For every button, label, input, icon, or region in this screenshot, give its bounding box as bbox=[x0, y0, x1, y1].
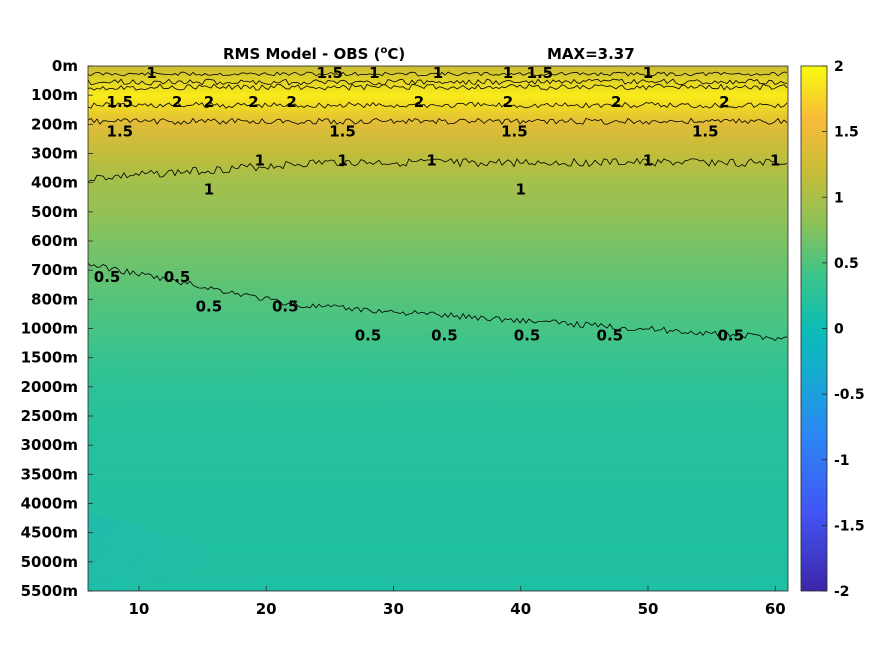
chart-title: RMS Model - OBS (oC) MAX=3.37 bbox=[223, 45, 635, 63]
contour-line-2-lower bbox=[87, 101, 788, 109]
y-tick-label: 3000m bbox=[21, 436, 78, 454]
colorbar-tick-label: 0.5 bbox=[834, 256, 859, 272]
contour-label: 0.5 bbox=[431, 327, 458, 345]
title-text: RMS Model - OBS ( bbox=[223, 45, 381, 63]
x-axis: 10 20 30 40 50 60 bbox=[128, 586, 786, 618]
contour-lines bbox=[87, 71, 788, 342]
y-tick-label: 800m bbox=[31, 290, 78, 308]
contour-label: 1.5 bbox=[692, 122, 719, 140]
deep-shade-region bbox=[88, 512, 360, 591]
contour-line-1p5-lower bbox=[87, 117, 788, 125]
y-tick-label: 5500m bbox=[21, 582, 78, 600]
contour-label: 0.5 bbox=[196, 297, 223, 315]
colorbar-tick-label: 1.5 bbox=[834, 125, 859, 141]
y-tick-label: 200m bbox=[31, 115, 78, 133]
heatmap-field bbox=[88, 66, 788, 591]
y-tick-label: 1000m bbox=[21, 320, 78, 338]
y-tick-label: 0m bbox=[52, 57, 78, 75]
y-tick-label: 500m bbox=[31, 203, 78, 221]
svg-text:RMS Model - OBS (oC): RMS Model - OBS (oC) bbox=[223, 45, 405, 63]
x-tick-label: 20 bbox=[256, 600, 277, 618]
contour-label: 0.5 bbox=[272, 297, 299, 315]
contour-label: 2 bbox=[248, 93, 258, 111]
colorbar-tick-label: 2 bbox=[834, 59, 844, 75]
colorbar-tick-label: -1.5 bbox=[834, 518, 865, 534]
y-tick-label: 400m bbox=[31, 174, 78, 192]
contour-label: 0.5 bbox=[355, 327, 382, 345]
contour-label: 2 bbox=[503, 93, 513, 111]
contour-label: 1 bbox=[146, 64, 156, 82]
colorbar-tick-label: 0 bbox=[834, 322, 844, 338]
colorbar-tick-label: -2 bbox=[834, 584, 850, 600]
contour-line-0p5 bbox=[87, 263, 788, 342]
contour-label: 1 bbox=[516, 181, 526, 199]
contour-label: 0.5 bbox=[164, 268, 191, 286]
colorbar-tick-label: 1 bbox=[834, 190, 844, 206]
contour-label: 1.5 bbox=[107, 93, 134, 111]
y-tick-label: 300m bbox=[31, 145, 78, 163]
contour-label: 1 bbox=[433, 64, 443, 82]
max-value-label: MAX=3.37 bbox=[547, 45, 635, 63]
x-tick-label: 50 bbox=[638, 600, 659, 618]
y-tick-label: 3500m bbox=[21, 465, 78, 483]
contour-label: 1 bbox=[643, 152, 653, 170]
contour-line-1p5-upper bbox=[87, 78, 788, 86]
contour-label: 2 bbox=[172, 93, 182, 111]
contour-label: 0.5 bbox=[514, 327, 541, 345]
contour-label: 0.5 bbox=[94, 268, 121, 286]
colorbar-tick-label: -1 bbox=[834, 453, 850, 469]
colorbar: 2 1.5 1 0.5 0 -0.5 -1 -1.5 -2 bbox=[800, 59, 865, 600]
contour-label: 1.5 bbox=[501, 122, 528, 140]
y-tick-label: 1500m bbox=[21, 349, 78, 367]
contour-label: 2 bbox=[286, 93, 296, 111]
x-tick-label: 10 bbox=[128, 600, 149, 618]
contour-line-2-upper bbox=[87, 83, 788, 91]
x-tick-label: 60 bbox=[765, 600, 786, 618]
contour-label: 1.5 bbox=[329, 122, 356, 140]
title-degree-sup: o bbox=[381, 45, 388, 56]
contour-label: 1 bbox=[770, 152, 780, 170]
contour-label: 1 bbox=[204, 181, 214, 199]
contour-line-1-top bbox=[87, 71, 788, 77]
y-tick-label: 2500m bbox=[21, 407, 78, 425]
contour-label: 1.5 bbox=[317, 64, 344, 82]
contour-line-1 bbox=[87, 157, 788, 183]
y-tick-label: 5000m bbox=[21, 553, 78, 571]
contour-label: 1 bbox=[369, 64, 379, 82]
contour-label: 1 bbox=[337, 152, 347, 170]
contour-label: 0.5 bbox=[597, 327, 624, 345]
y-axis: 0m 100m 200m 300m 400m 500m 600m 700m 800m 1000m 1… bbox=[21, 57, 93, 600]
y-tick-label: 600m bbox=[31, 232, 78, 250]
contour-label: 2 bbox=[204, 93, 214, 111]
x-tick-label: 40 bbox=[510, 600, 531, 618]
title-unit: C) bbox=[387, 45, 405, 63]
contour-label: 1 bbox=[426, 152, 436, 170]
y-tick-label: 4500m bbox=[21, 524, 78, 542]
contour-label: 1 bbox=[503, 64, 513, 82]
y-tick-label: 2000m bbox=[21, 378, 78, 396]
y-tick-label: 700m bbox=[31, 261, 78, 279]
y-tick-label: 100m bbox=[31, 86, 78, 104]
contour-label: 1.5 bbox=[527, 64, 554, 82]
colorbar-tick-label: -0.5 bbox=[834, 387, 865, 403]
contour-label: 1 bbox=[643, 64, 653, 82]
contour-label: 0.5 bbox=[717, 327, 744, 345]
contour-label: 2 bbox=[719, 93, 729, 111]
y-tick-label: 4000m bbox=[21, 495, 78, 513]
contour-label: 1 bbox=[255, 152, 265, 170]
x-tick-label: 30 bbox=[383, 600, 404, 618]
colorbar-ticks: 2 1.5 1 0.5 0 -0.5 -1 -1.5 -2 bbox=[822, 59, 865, 600]
contour-label: 2 bbox=[611, 93, 621, 111]
contour-label: 1.5 bbox=[107, 122, 134, 140]
contour-label: 2 bbox=[414, 93, 424, 111]
